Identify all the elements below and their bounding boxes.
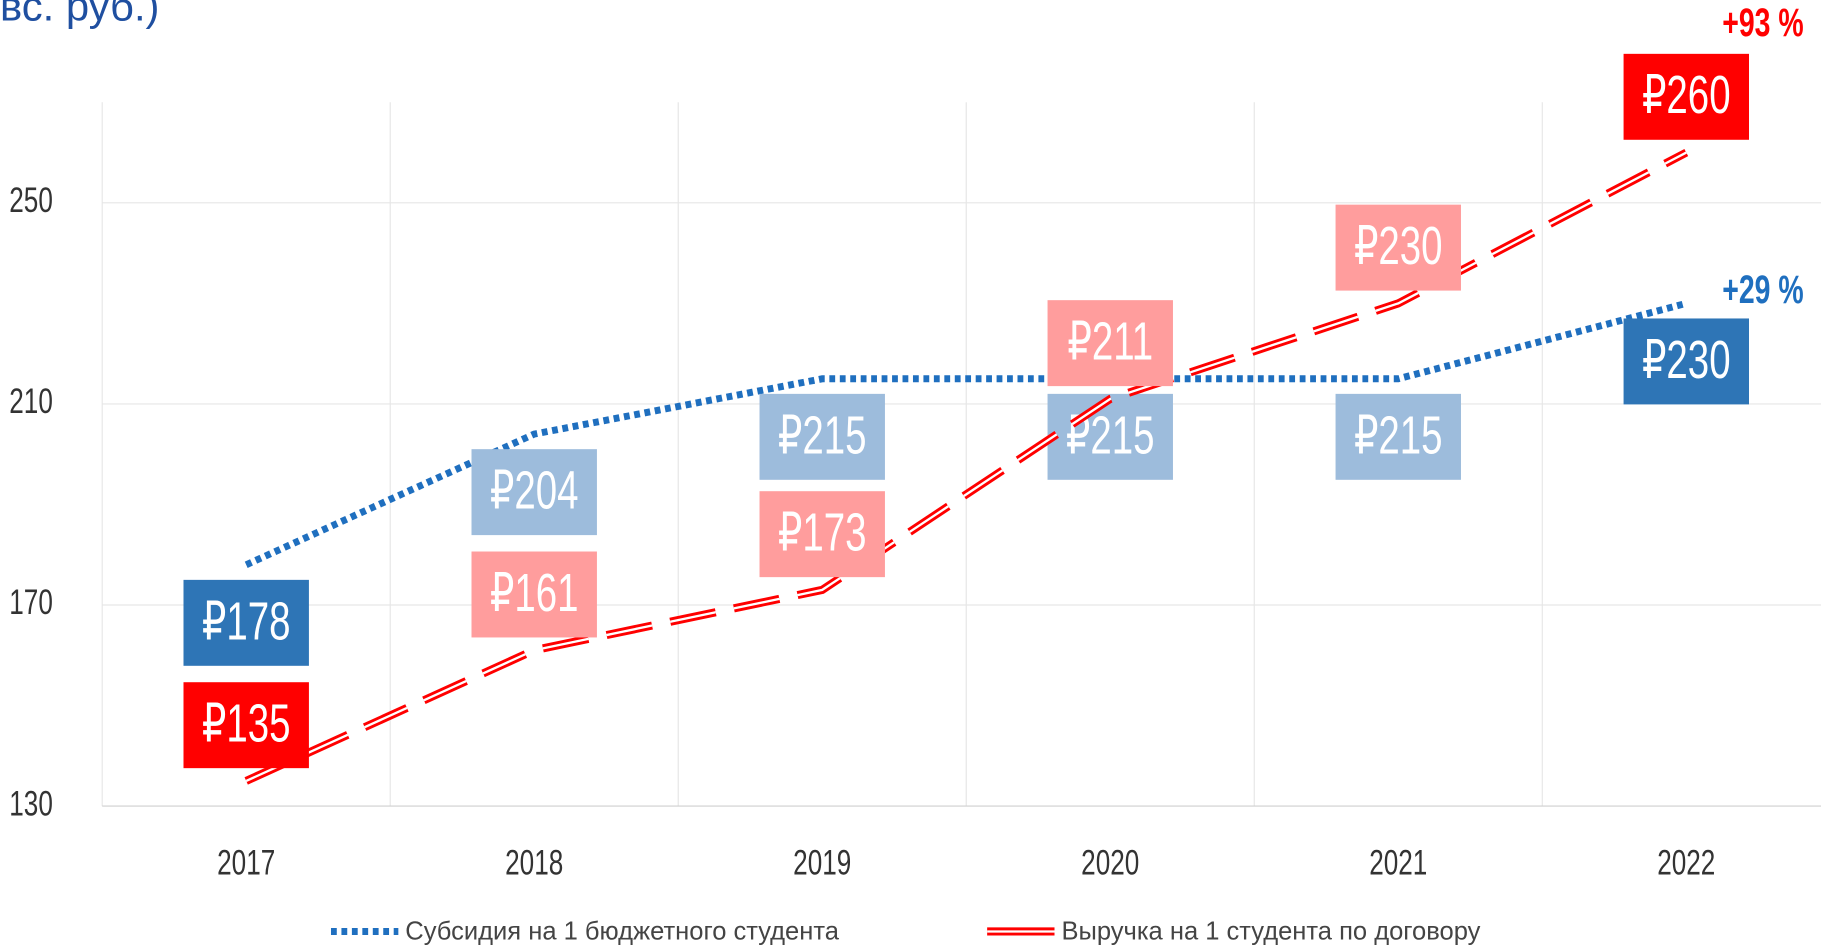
x-tick-label: 2017: [217, 843, 275, 883]
value-label: ₽211: [1067, 311, 1153, 371]
value-label-box: [471, 449, 597, 536]
y-tick-label: 210: [9, 381, 53, 421]
y-tick-label: 250: [9, 180, 53, 220]
legend-label: Выручка на 1 студента по договору: [1061, 917, 1480, 945]
value-label: ₽161: [490, 563, 579, 623]
value-label-box: [1335, 393, 1461, 480]
value-label-box: [471, 551, 597, 638]
value-label: ₽215: [778, 405, 867, 465]
value-label-box: [183, 682, 309, 769]
value-label: ₽230: [1354, 216, 1443, 276]
value-label-box: [1047, 393, 1173, 480]
value-label-box: [1335, 204, 1461, 291]
value-label-box: [1047, 300, 1173, 387]
x-tick-label: 2022: [1657, 843, 1715, 883]
x-tick-label: 2021: [1369, 843, 1427, 883]
annotation: +93 %: [1722, 2, 1803, 46]
value-label: ₽260: [1642, 65, 1731, 125]
value-label: ₽215: [1354, 405, 1443, 465]
value-label: ₽230: [1642, 330, 1731, 390]
value-label-box: [1623, 318, 1749, 405]
value-label: ₽178: [202, 591, 291, 651]
x-tick-label: 2018: [505, 843, 563, 883]
value-label-box: [759, 393, 885, 480]
value-label-box: [759, 491, 885, 578]
chart-title: вс. руб.): [0, 0, 159, 29]
value-label-box: [183, 579, 309, 666]
y-tick-label: 170: [9, 583, 53, 623]
x-tick-label: 2019: [793, 843, 851, 883]
value-label: ₽204: [490, 460, 579, 520]
value-label: ₽135: [202, 693, 291, 753]
x-tick-label: 2020: [1081, 843, 1139, 883]
value-label: ₽215: [1066, 405, 1155, 465]
value-label-box: [1623, 53, 1749, 140]
y-tick-label: 130: [9, 784, 53, 824]
legend-label: Субсидия на 1 бюджетного студента: [405, 917, 839, 945]
annotation: +29 %: [1722, 269, 1803, 313]
value-label: ₽173: [778, 502, 867, 562]
